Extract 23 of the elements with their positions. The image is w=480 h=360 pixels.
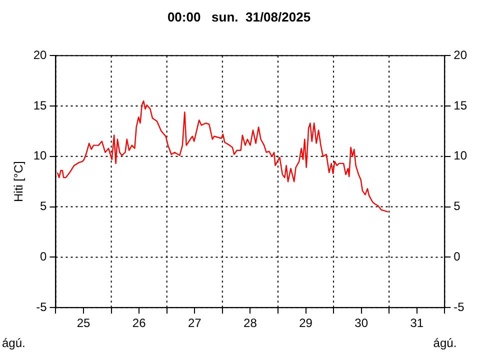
y2-tick-label: -5: [454, 300, 465, 314]
x-tick-label: 27: [188, 316, 202, 330]
x-tick-label: 29: [299, 316, 313, 330]
y-tick-label: 20: [33, 48, 48, 62]
y2-tick-label: 20: [454, 48, 468, 62]
y-tick-label: -5: [36, 300, 48, 314]
x-tick-label: 30: [354, 316, 368, 330]
y-tick-label: 0: [40, 250, 48, 264]
y2-tick-label: 15: [454, 98, 468, 112]
y2-tick-label: 5: [454, 199, 461, 214]
x-tick-label: 28: [244, 316, 258, 330]
x-tick-label: 31: [410, 316, 424, 330]
y2-tick-label: 10: [454, 148, 468, 163]
y2-tick-label: 0: [454, 250, 461, 264]
y-tick-label: 10: [33, 148, 48, 163]
text: ágú.: [2, 336, 26, 350]
chart-title: 00:00 sun. 31/08/2025: [167, 9, 311, 24]
text: ágú.: [433, 336, 457, 350]
x-tick-label: 25: [76, 316, 91, 330]
x-tick-label: 26: [132, 316, 146, 330]
y-axis-title: Hiti [°C]: [12, 161, 26, 202]
y-tick-label: 5: [40, 199, 48, 214]
y-tick-label: 15: [33, 98, 48, 112]
